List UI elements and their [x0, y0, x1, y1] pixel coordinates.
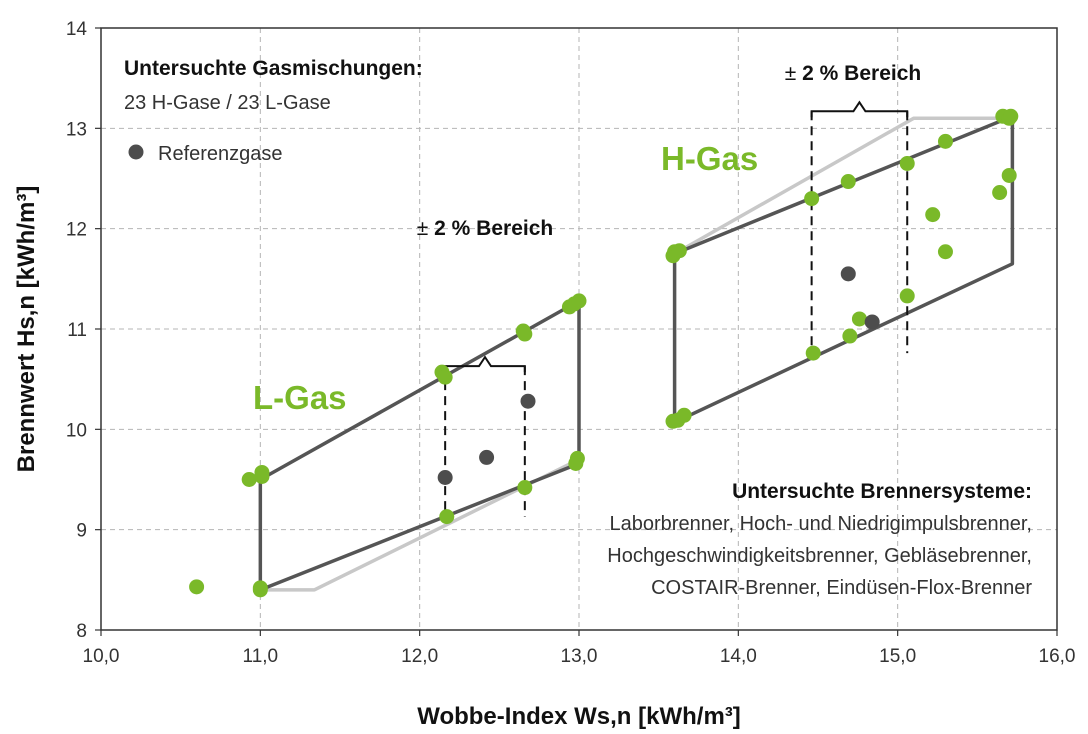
h-gas-label: H-Gas — [661, 140, 758, 177]
l-gas-light-envelope — [260, 457, 580, 592]
l-gas-point — [517, 326, 533, 342]
burners-line-3: COSTAIR-Brenner, Eindüsen-Flox-Brenner — [651, 577, 1032, 599]
x-tick-label: 12,0 — [401, 646, 438, 667]
x-tick-label: 11,0 — [243, 646, 279, 667]
h-gas-point — [842, 328, 858, 344]
legend-reference-marker — [128, 144, 144, 160]
x-tick-label: 16,0 — [1039, 646, 1076, 667]
data-points — [189, 108, 1019, 598]
h-gas-point — [992, 185, 1008, 201]
l-gas-point — [439, 509, 455, 525]
reference-gas-point — [864, 314, 880, 330]
y-tick-label: 11 — [67, 320, 87, 341]
h-gas-point — [804, 191, 820, 207]
l-gas-point — [517, 480, 533, 496]
h-gas-point — [899, 155, 915, 171]
h-gas-point — [925, 207, 941, 223]
y-tick-label: 8 — [76, 621, 87, 642]
l-gas-point — [568, 455, 584, 471]
h-gas-envelope — [672, 114, 1015, 425]
l-gas-range-label: ± 2 % Bereich — [417, 217, 553, 240]
y-tick-label: 14 — [66, 19, 88, 40]
burners-line-1: Laborbrenner, Hoch- und Niedrigimpulsbre… — [610, 513, 1032, 535]
burners-heading: Untersuchte Brennersysteme: — [732, 480, 1032, 503]
l-gas-point — [241, 472, 257, 487]
legend-heading: Untersuchte Gasmischungen: — [124, 57, 423, 80]
h-gas-point — [1001, 167, 1017, 183]
h-gas-point — [851, 311, 867, 327]
range-bracket — [810, 100, 909, 118]
h-gas-point — [937, 133, 953, 149]
y-tick-label: 10 — [66, 420, 87, 441]
tick-labels: 10,0 11,0 12,0 13,0 14,0 15,0 16,0 8 9 10 11 12 13 14 — [66, 19, 1076, 667]
y-axis-title: Brennwert Hs,n [kWh/m³] — [13, 186, 40, 473]
h-gas-point — [805, 345, 821, 361]
l-gas-point — [189, 579, 205, 595]
reference-gas-point — [520, 393, 536, 409]
h-gas-point — [899, 288, 915, 304]
h-gas-point — [1003, 108, 1019, 124]
x-tick-label: 10,0 — [83, 646, 120, 667]
legend-reference-label: Referenzgase — [158, 143, 283, 165]
l-gas-point — [254, 468, 270, 484]
x-tick-label: 14,0 — [720, 646, 757, 667]
legend-subheading: 23 H-Gase / 23 L-Gase — [124, 92, 331, 114]
reference-gas-point — [479, 449, 495, 465]
envelopes — [258, 114, 1015, 592]
y-tick-label: 12 — [66, 220, 87, 241]
x-tick-label: 13,0 — [561, 646, 598, 667]
h-gas-range-label: ± 2 % Bereich — [785, 62, 921, 85]
burners-line-2: Hochgeschwindigkeitsbrenner, Gebläsebren… — [607, 545, 1032, 567]
x-tick-label: 15,0 — [879, 646, 916, 667]
h-gas-point — [676, 407, 692, 423]
x-axis-title: Wobbe-Index Ws,n [kWh/m³] — [417, 703, 741, 730]
l-gas-point — [252, 582, 268, 598]
reference-gas-point — [437, 469, 453, 485]
h-gas-point — [840, 174, 856, 190]
l-gas-point — [571, 293, 587, 309]
l-gas-label: L-Gas — [253, 379, 347, 416]
h-gas-point — [671, 243, 687, 259]
range-markers — [444, 100, 909, 517]
y-tick-label: 9 — [76, 521, 87, 542]
l-gas-point — [437, 369, 453, 385]
y-tick-label: 13 — [66, 119, 87, 140]
reference-gas-point — [840, 266, 856, 282]
h-gas-point — [937, 244, 953, 260]
h-gas-light-envelope — [673, 116, 1013, 256]
